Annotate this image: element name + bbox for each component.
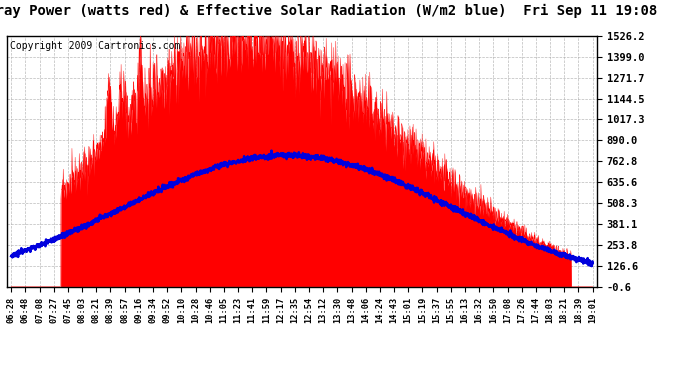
Text: Copyright 2009 Cartronics.com: Copyright 2009 Cartronics.com bbox=[10, 40, 180, 51]
Text: East Array Power (watts red) & Effective Solar Radiation (W/m2 blue)  Fri Sep 11: East Array Power (watts red) & Effective… bbox=[0, 4, 657, 18]
